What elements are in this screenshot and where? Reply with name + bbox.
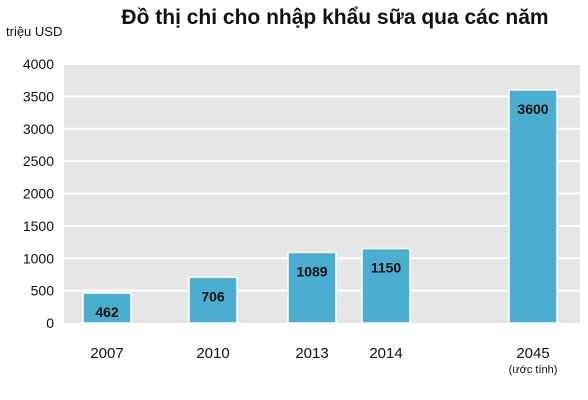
chart-title: Đồ thị chi cho nhập khẩu sữa qua các năm xyxy=(121,6,549,29)
y-tick-label: 1000 xyxy=(23,250,54,266)
data-label: 3600 xyxy=(517,101,548,117)
data-label: 1150 xyxy=(371,260,402,276)
bar xyxy=(188,276,238,324)
bar xyxy=(82,292,132,324)
y-tick-label: 2000 xyxy=(23,186,54,202)
x-tick-note: (ước tính) xyxy=(509,364,558,376)
x-tick-label: 2045 xyxy=(516,345,549,362)
y-tick-label: 2500 xyxy=(23,153,54,169)
y-tick-label: 500 xyxy=(31,283,55,299)
bar xyxy=(361,247,411,324)
data-label: 706 xyxy=(201,288,225,304)
data-label: 462 xyxy=(95,304,119,320)
bar xyxy=(287,251,337,324)
y-tick-label: 3500 xyxy=(23,88,54,104)
y-axis-unit-label: triệu USD xyxy=(6,24,63,39)
x-tick-label: 2013 xyxy=(295,345,328,362)
x-tick-label: 2014 xyxy=(369,345,402,362)
data-label: 1089 xyxy=(296,263,327,279)
y-tick-label: 3000 xyxy=(23,121,54,137)
x-tick-label: 2007 xyxy=(90,345,123,362)
bar xyxy=(508,89,558,324)
x-tick-label: 2010 xyxy=(196,345,229,362)
y-tick-label: 0 xyxy=(46,315,54,331)
y-tick-label: 4000 xyxy=(23,56,54,72)
y-tick-label: 1500 xyxy=(23,218,54,234)
